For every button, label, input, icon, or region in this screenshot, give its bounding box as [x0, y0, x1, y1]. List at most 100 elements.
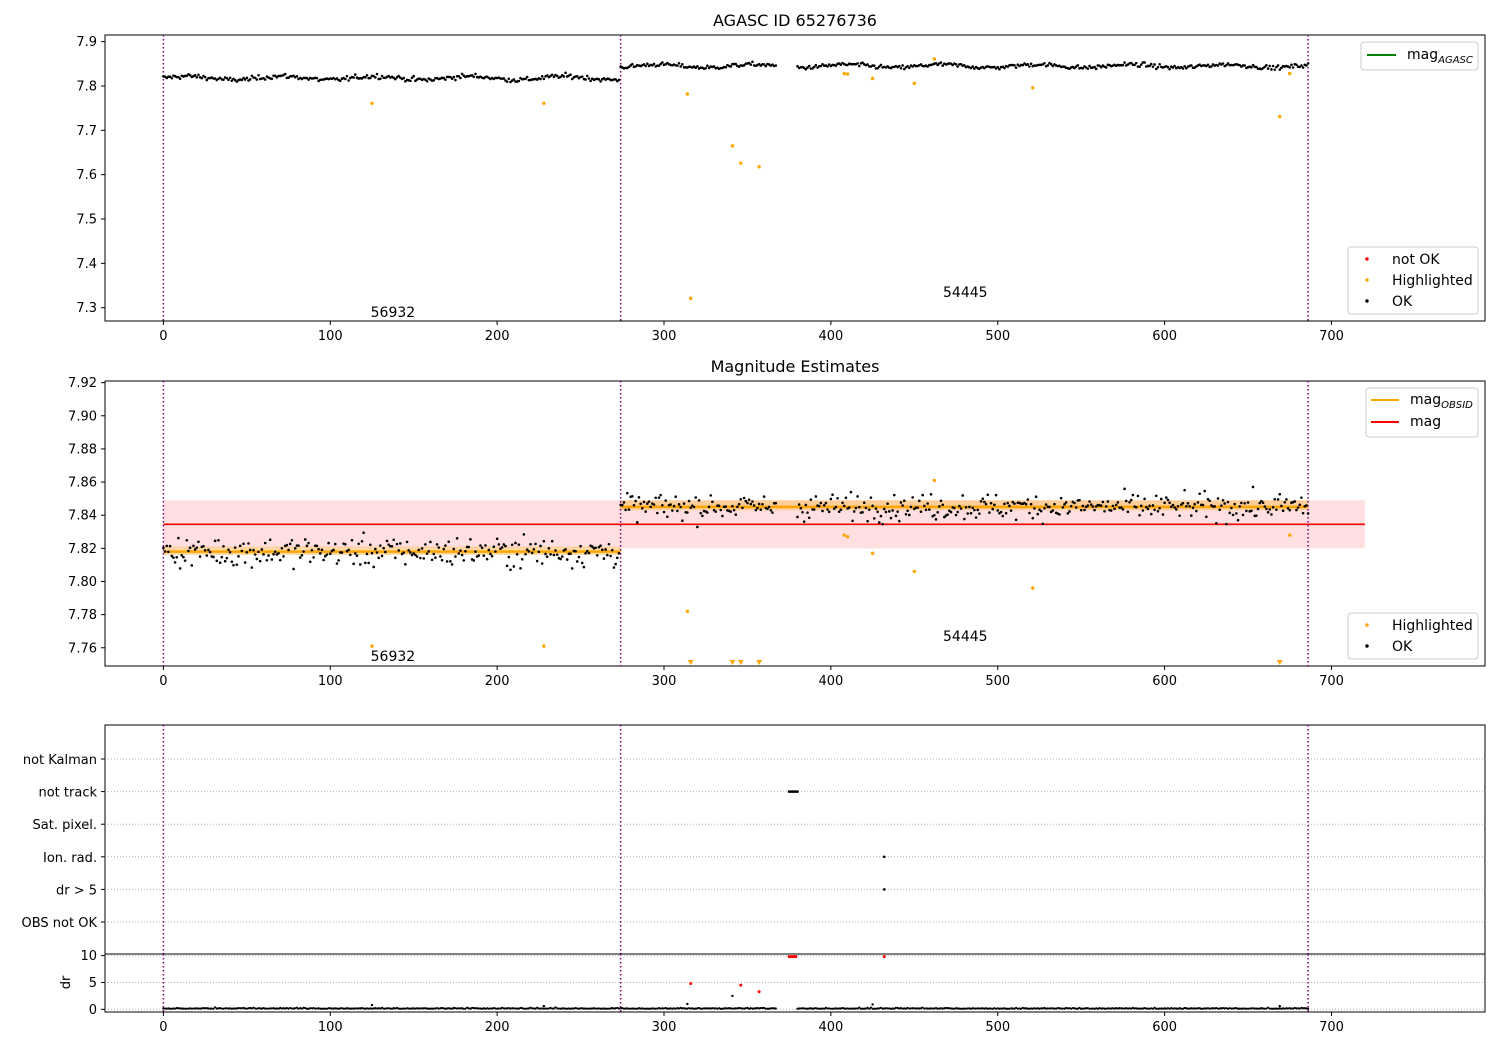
- dr-point: [828, 1007, 831, 1010]
- ok-point: [866, 519, 869, 523]
- dr-point: [1190, 1007, 1193, 1010]
- ok-point: [1263, 65, 1267, 69]
- ok-point: [851, 519, 854, 523]
- highlighted-point: [842, 71, 846, 76]
- dr-point: [773, 1007, 776, 1010]
- legend-label: not OK: [1392, 252, 1440, 268]
- ok-point: [472, 559, 476, 562]
- ok-point: [178, 567, 182, 570]
- ok-point: [1063, 503, 1066, 506]
- ok-point: [402, 551, 405, 554]
- ok-point: [1173, 64, 1176, 68]
- dr-point: [959, 1007, 963, 1010]
- ok-point: [752, 504, 756, 507]
- dr-point: [501, 1006, 504, 1009]
- ok-point: [345, 74, 349, 78]
- ok-point: [1073, 501, 1076, 505]
- dr-point: [1255, 1007, 1258, 1010]
- legend-label: mag: [1410, 414, 1441, 430]
- ok-point: [255, 557, 259, 561]
- ok-point: [1265, 64, 1268, 67]
- ok-point: [218, 76, 222, 80]
- ok-point: [879, 514, 883, 518]
- ok-point: [696, 525, 699, 529]
- ok-point: [1171, 503, 1175, 507]
- ok-point: [1089, 503, 1093, 506]
- ok-point: [882, 507, 886, 511]
- ok-point: [335, 77, 339, 80]
- ok-point: [797, 503, 801, 506]
- ok-point: [1008, 504, 1011, 508]
- ok-point: [1021, 63, 1025, 67]
- ok-point: [355, 554, 359, 558]
- dr-point: [245, 1007, 248, 1010]
- legend-label: OK: [1392, 294, 1413, 310]
- ok-point: [257, 550, 260, 554]
- ok-point: [228, 76, 232, 80]
- ok-point: [270, 558, 274, 561]
- ok-point: [452, 75, 456, 79]
- dr-point: [622, 1007, 626, 1010]
- dr-not-ok-point: [739, 983, 743, 987]
- ok-point: [1154, 494, 1158, 498]
- ok-point: [512, 565, 516, 568]
- dr-point: [893, 1007, 896, 1010]
- dr-point: [1035, 1007, 1038, 1010]
- ok-point: [1173, 506, 1176, 509]
- dr-point: [310, 1007, 314, 1010]
- ok-point: [897, 519, 901, 523]
- dr-point: [1081, 1007, 1084, 1010]
- ok-point: [612, 566, 616, 569]
- ok-point: [240, 549, 244, 553]
- ok-point: [230, 560, 234, 564]
- ok-point: [350, 538, 354, 542]
- highlighted-point: [1288, 71, 1292, 76]
- dr-point: [242, 1006, 245, 1009]
- ok-point: [544, 552, 547, 556]
- ok-point: [887, 510, 891, 513]
- ok-point: [435, 543, 439, 546]
- ok-point: [1153, 63, 1156, 66]
- dr-point: [1026, 1007, 1029, 1010]
- ok-point: [1068, 510, 1071, 513]
- highlighted-point: [845, 72, 850, 76]
- ok-point: [1283, 500, 1287, 504]
- ok-point: [734, 62, 738, 66]
- ok-point: [954, 513, 958, 517]
- dr-point: [1120, 1007, 1123, 1010]
- ok-point: [941, 64, 944, 67]
- ok-point: [742, 64, 746, 67]
- ok-point: [444, 544, 447, 547]
- ok-point: [347, 79, 350, 82]
- dr-point: [187, 1007, 190, 1010]
- dr-point: [542, 1007, 545, 1010]
- ok-point: [233, 546, 237, 549]
- ok-point: [165, 544, 169, 548]
- ok-point: [1101, 500, 1105, 504]
- ok-point: [1126, 510, 1130, 514]
- ok-point: [711, 500, 714, 504]
- dr-point: [572, 1007, 575, 1010]
- dr-point: [162, 1007, 165, 1010]
- ok-point: [1225, 522, 1228, 526]
- ok-point: [919, 63, 923, 66]
- ok-point: [564, 71, 567, 75]
- ok-point: [762, 495, 766, 498]
- dr-point: [464, 1007, 467, 1010]
- ok-point: [819, 501, 823, 505]
- dr-point: [619, 1007, 622, 1010]
- dr-point: [1241, 1007, 1245, 1010]
- ok-point: [1053, 502, 1056, 506]
- ok-point: [1153, 508, 1156, 512]
- dr-point: [809, 1007, 812, 1010]
- flag-point: [882, 855, 886, 859]
- ok-point: [550, 73, 554, 77]
- dr-point: [497, 1007, 500, 1010]
- ok-point: [983, 500, 986, 504]
- dr-point: [309, 1007, 312, 1010]
- dr-point: [1051, 1007, 1054, 1010]
- ok-point: [1061, 506, 1065, 509]
- ok-point: [565, 558, 569, 561]
- ok-point: [177, 536, 180, 540]
- ok-point: [193, 73, 197, 77]
